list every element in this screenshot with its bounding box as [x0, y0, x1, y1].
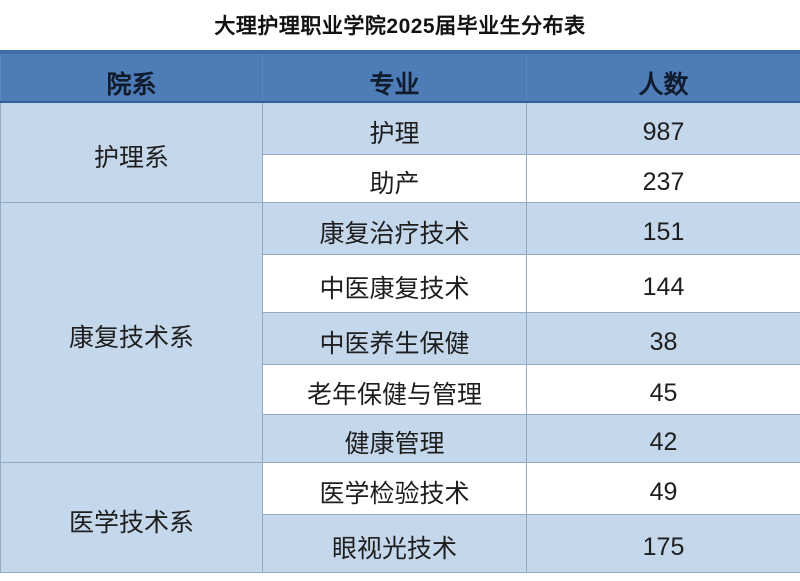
major-cell: 中医养生保健	[262, 311, 527, 365]
count-cell: 45	[526, 363, 800, 415]
count-cell: 987	[526, 101, 800, 155]
column-header-major: 专业	[262, 50, 527, 103]
major-cell: 医学检验技术	[262, 461, 527, 515]
count-cell: 237	[526, 153, 800, 203]
count-cell: 151	[526, 201, 800, 255]
page-title: 大理护理职业学院2025届毕业生分布表	[214, 15, 586, 38]
table-row: 康复技术系 康复治疗技术 151	[0, 201, 800, 463]
table-row: 护理系 护理 987	[0, 101, 800, 203]
count-cell: 144	[526, 253, 800, 313]
table-row: 中医养生保健 38	[1, 311, 800, 365]
major-cell: 康复治疗技术	[262, 201, 527, 255]
column-header-department: 院系	[0, 50, 263, 103]
table-row: 中医康复技术 144	[1, 253, 800, 313]
count-cell: 42	[526, 413, 800, 463]
column-header-count: 人数	[526, 50, 800, 103]
table-row: 健康管理 42	[1, 413, 800, 463]
department-cell-rehab: 康复技术系	[0, 201, 263, 463]
department-cell-medtech: 医学技术系	[0, 461, 263, 573]
table-row: 老年保健与管理 45	[1, 363, 800, 415]
graduates-table: 院系 专业 人数 护理系 护理 987 助产 237 康复技术系 康复治疗技术 …	[0, 50, 800, 573]
table-row: 医学技术系 医学检验技术 49	[0, 461, 800, 573]
major-cell: 健康管理	[262, 413, 527, 463]
major-cell: 中医康复技术	[262, 253, 527, 313]
table-row: 眼视光技术 175	[1, 513, 800, 573]
major-cell: 老年保健与管理	[262, 363, 527, 415]
major-cell: 眼视光技术	[262, 513, 527, 573]
header-row: 院系 专业 人数	[0, 50, 800, 103]
department-cell-nursing: 护理系	[0, 101, 263, 203]
count-cell: 175	[526, 513, 800, 573]
major-cell: 助产	[262, 153, 527, 203]
table-row: 助产 237	[1, 153, 800, 203]
major-cell: 护理	[262, 101, 527, 155]
count-cell: 38	[526, 311, 800, 365]
count-cell: 49	[526, 461, 800, 515]
